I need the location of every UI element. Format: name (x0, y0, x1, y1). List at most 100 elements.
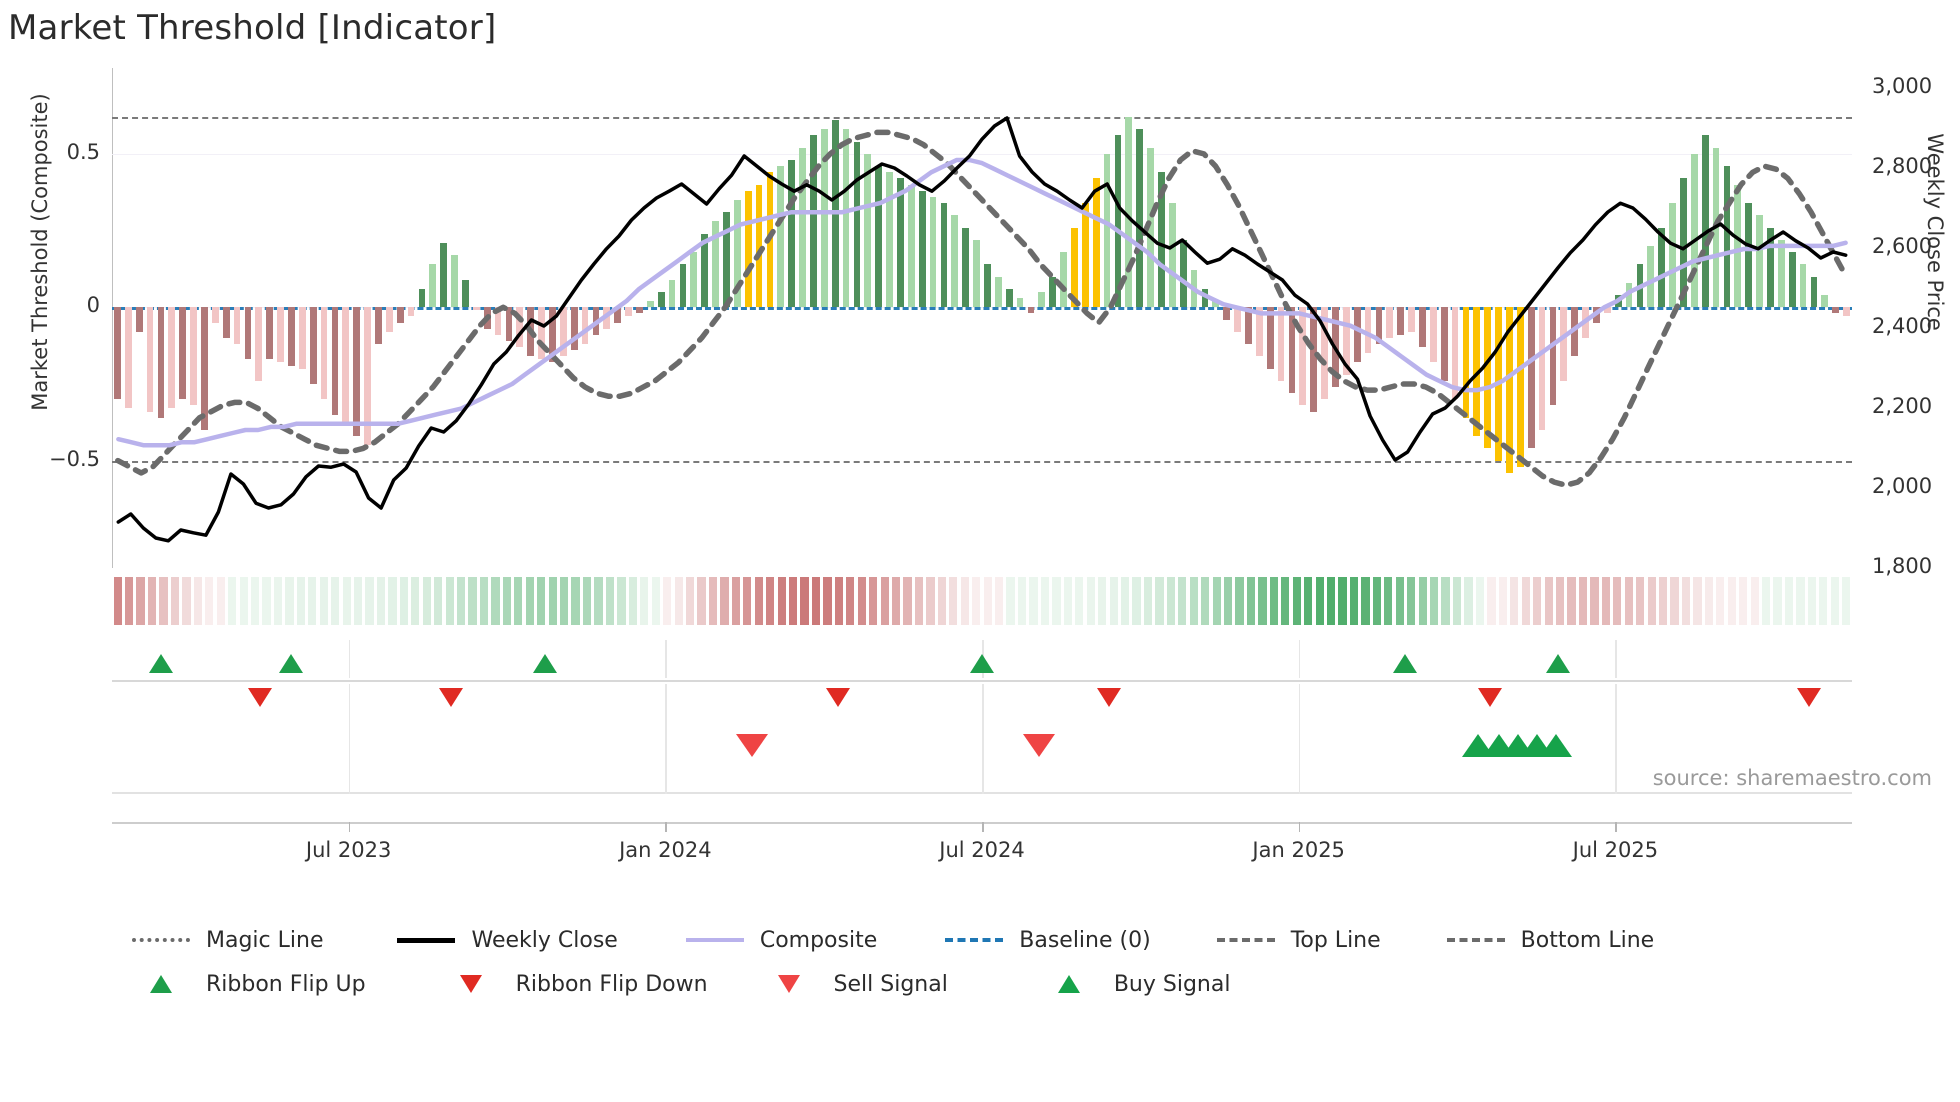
threshold-bar (266, 307, 274, 360)
y-axis-left-tick-label: −0.5 (49, 446, 100, 471)
ribbon-cell (731, 577, 740, 625)
threshold-bar (1745, 202, 1753, 308)
legend-label: Composite (759, 927, 878, 953)
legend-item[interactable]: Sell Signal (758, 972, 948, 997)
legend-item[interactable]: Ribbon Flip Down (440, 972, 708, 997)
threshold-bar (994, 276, 1002, 308)
y-axis-right-tick-label: 2,400 (1872, 314, 1933, 338)
threshold-bar (375, 307, 382, 345)
threshold-bar (331, 307, 339, 415)
signal-marker-panel (112, 640, 1852, 820)
legend-swatch (758, 975, 820, 993)
legend-label: Weekly Close (471, 927, 618, 953)
threshold-bar (907, 184, 915, 308)
page-title: Market Threshold [Indicator] (8, 8, 497, 48)
ribbon-cell (651, 577, 660, 625)
legend-item[interactable]: Ribbon Flip Up (130, 972, 366, 997)
legend-item[interactable]: Weekly Close (395, 927, 618, 953)
highlight-bar (755, 184, 763, 308)
ribbon-cell (1315, 577, 1324, 625)
ribbon-cell (1430, 577, 1439, 625)
x-axis-tick (348, 822, 351, 832)
buy-signal-marker (1540, 734, 1573, 757)
threshold-bar (1038, 291, 1046, 308)
legend-item[interactable]: Buy Signal (1038, 972, 1230, 997)
sell-signal-marker (736, 734, 769, 757)
ribbon-cell (1567, 577, 1576, 625)
legend-swatch (1445, 938, 1507, 942)
ribbon-cell (972, 577, 981, 625)
ribbon-cell (422, 577, 431, 625)
threshold-bar (929, 196, 937, 308)
x-axis: Jul 2023 Jan 2024 Jul 2024 Jan 2025 Jul 2025 (112, 822, 1852, 868)
threshold-bar (1277, 307, 1285, 381)
ribbon-cell (1704, 577, 1714, 625)
threshold-bar (211, 307, 219, 323)
ribbon-cell (1040, 577, 1050, 625)
signal-panel-vgrid (1298, 684, 1301, 794)
legend-label: Top Line (1290, 927, 1381, 953)
threshold-bar (1538, 307, 1546, 430)
ribbon-cell (594, 577, 603, 625)
ribbon-cell (1819, 577, 1828, 625)
ribbon-cell (1807, 577, 1817, 625)
threshold-bar (1669, 202, 1676, 308)
highlight-bar (1092, 178, 1100, 308)
ribbon-cell (1201, 577, 1210, 625)
ribbon-cell (1613, 577, 1622, 625)
threshold-bar (364, 307, 371, 446)
threshold-bar (1821, 294, 1829, 308)
solid-line-icon (397, 937, 456, 943)
ribbon-cell (697, 577, 706, 625)
ribbon-cell (949, 577, 958, 625)
legend-item[interactable]: Baseline (0) (943, 928, 1151, 953)
threshold-bar (918, 190, 926, 308)
ribbon-cell (273, 577, 283, 625)
ribbon-cell (1166, 577, 1175, 625)
triangle-down-icon (459, 975, 482, 993)
highlight-bar (1506, 307, 1513, 473)
threshold-bar (190, 307, 197, 406)
threshold-bar (114, 307, 121, 400)
ribbon-cell (525, 577, 534, 625)
threshold-bar (1723, 166, 1731, 308)
threshold-bar (1016, 298, 1024, 308)
threshold-bar (233, 307, 241, 345)
threshold-bar (1658, 227, 1666, 308)
y-axis-right-tick-label: 2,000 (1872, 474, 1933, 498)
threshold-bar (1255, 307, 1263, 357)
y-axis-right-tick-label: 2,800 (1872, 154, 1933, 178)
ribbon-cell (468, 577, 477, 625)
x-axis-tick-label: Jul 2024 (939, 838, 1025, 862)
ribbon-cell (571, 577, 580, 625)
ribbon-cell (1258, 577, 1267, 625)
ribbon-cell (788, 577, 798, 625)
ribbon-cell (1086, 577, 1095, 625)
ribbon-cell (1773, 577, 1782, 625)
threshold-bar (1527, 307, 1535, 449)
ribbon-cell (674, 577, 683, 625)
highlight-bar (1081, 202, 1089, 308)
ribbon-flip-down-marker (439, 688, 464, 707)
legend-item[interactable]: Composite (684, 928, 877, 953)
threshold-bar (277, 307, 284, 363)
ribbon-cell (1361, 577, 1370, 625)
legend-item[interactable]: Top Line (1215, 928, 1381, 953)
threshold-bar (625, 307, 632, 317)
threshold-bar (1419, 307, 1426, 348)
legend-swatch (395, 937, 457, 943)
threshold-bar (1114, 135, 1122, 308)
threshold-bar (1397, 307, 1405, 335)
legend-item[interactable]: Magic Line (130, 928, 323, 953)
threshold-bar (1342, 307, 1350, 375)
x-axis-tick (665, 822, 667, 832)
ribbon-cell (1601, 577, 1610, 625)
legend-swatch (1038, 975, 1100, 993)
legend-item[interactable]: Bottom Line (1445, 928, 1654, 953)
series-overlay (115, 116, 1849, 543)
ribbon-flip-up-marker (279, 654, 304, 673)
ribbon-cell (1235, 577, 1244, 625)
ribbon-cell (857, 577, 866, 625)
highlight-bar (1462, 307, 1470, 418)
ribbon-cell (1533, 577, 1542, 625)
